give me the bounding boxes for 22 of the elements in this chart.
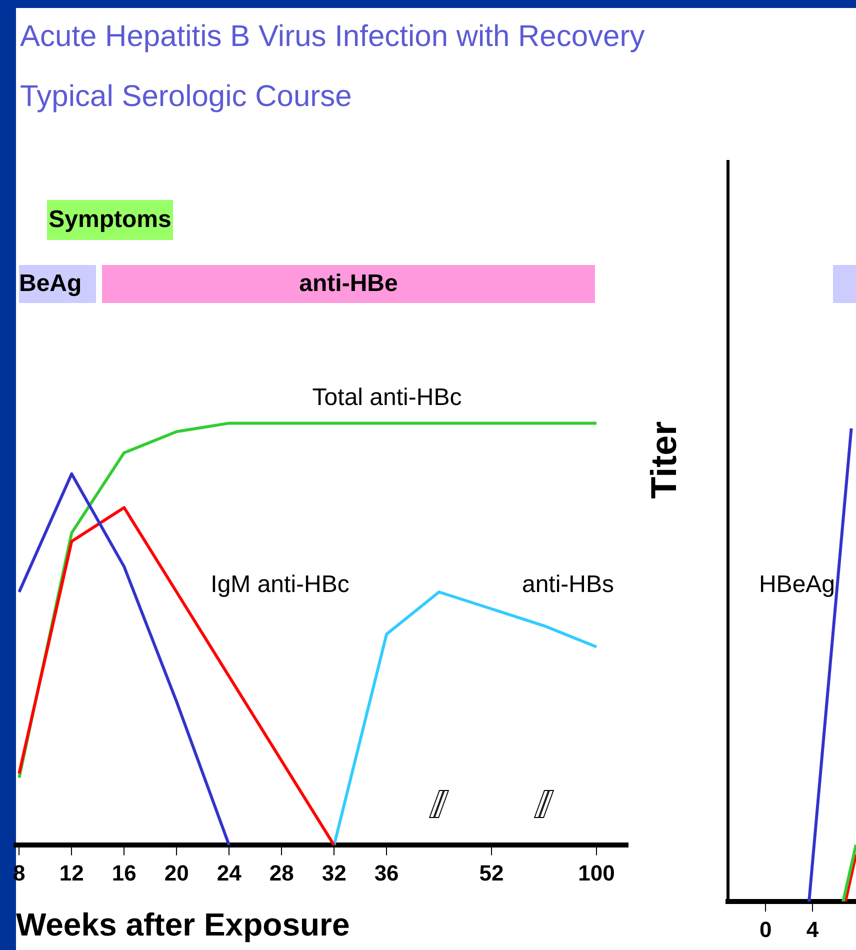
annotation: IgM anti-HBc [210,571,350,599]
text: anti-HBe [102,265,595,303]
chart-subtitle: Typical Serologic Course [20,80,352,114]
text: BeAg [19,265,96,303]
annotation: HBeAg [758,571,836,599]
x-tick-label: 32 [322,860,346,886]
text: Total anti-HBc [312,384,462,412]
chart-title: Acute Hepatitis B Virus Infection with Recovery [20,20,645,54]
x-tick-label: 12 [59,860,84,886]
x-tick-label: 0 [759,916,772,942]
x-tick-label: 28 [269,860,294,886]
x-tick-label: 52 [479,860,504,886]
text: Symptoms [47,200,173,240]
x-tick-label: 4 [806,916,820,942]
annotation: anti-HBs [522,571,614,599]
x-axis-title: Weeks after Exposure [16,906,350,943]
x-tick-label: 36 [374,860,399,886]
x-tick-label: 20 [164,860,189,886]
x-tick-label: 16 [112,860,136,886]
x-tick-label: 100 [578,860,615,886]
x-tick-label: 24 [216,860,242,886]
y-axis-title: Titer [642,421,684,499]
